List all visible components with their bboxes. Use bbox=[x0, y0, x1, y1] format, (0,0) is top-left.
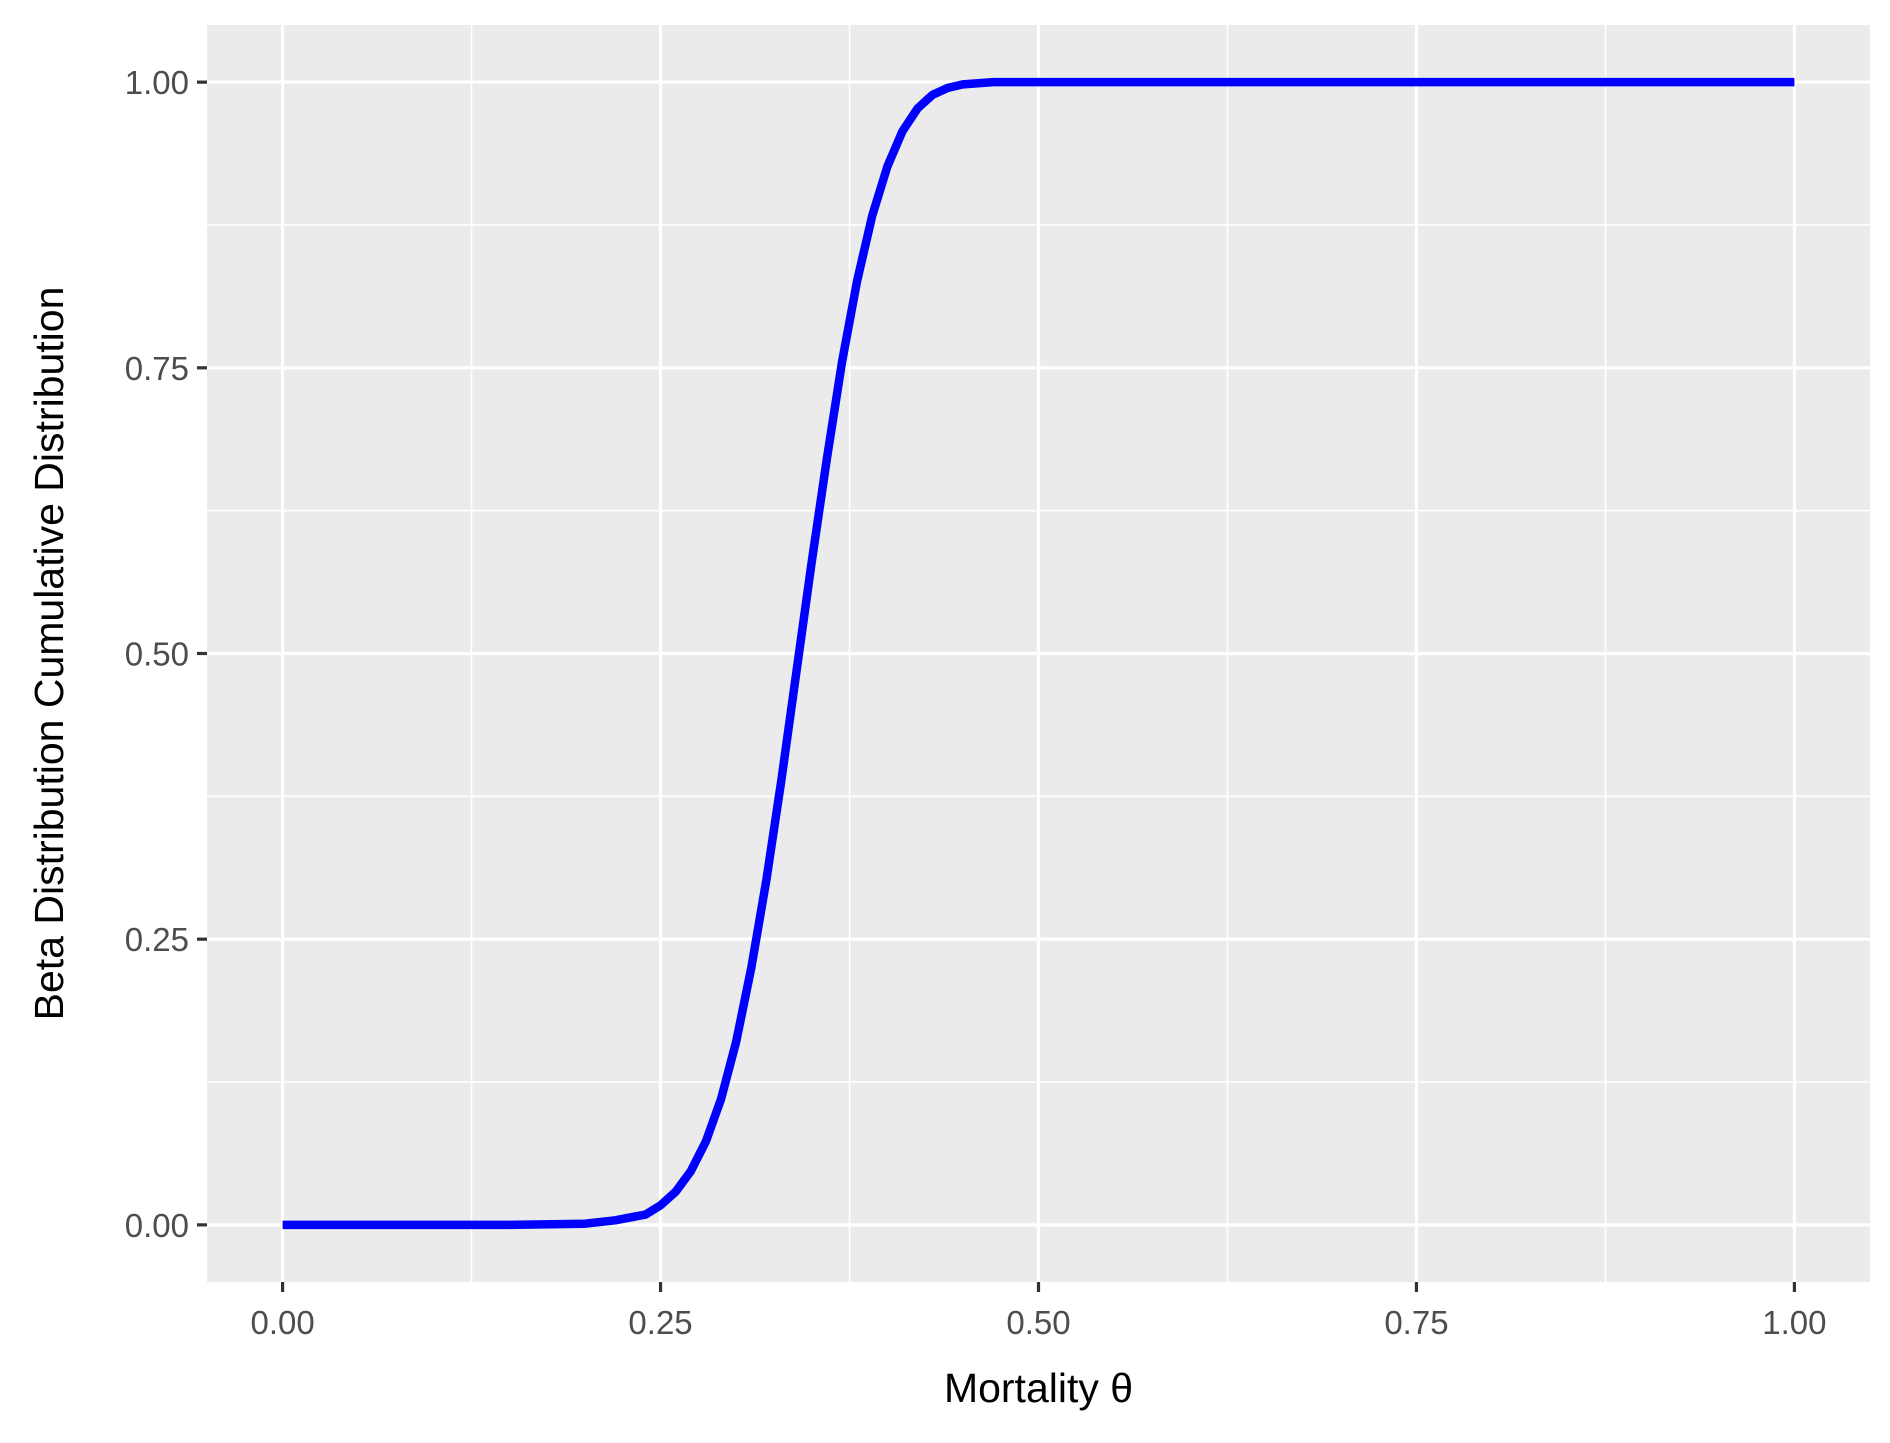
y-tick-label: 0.25 bbox=[125, 921, 189, 958]
x-axis-title: Mortality θ bbox=[944, 1365, 1133, 1411]
y-tick-label: 0.00 bbox=[125, 1207, 189, 1244]
cdf-line bbox=[282, 77, 1795, 1230]
x-tick-label: 0.75 bbox=[1384, 1304, 1448, 1341]
x-tick-label: 1.00 bbox=[1762, 1304, 1826, 1341]
y-axis-title: Beta Distribution Cumulative Distributio… bbox=[26, 287, 72, 1021]
x-tick-label: 0.50 bbox=[1006, 1304, 1070, 1341]
x-tick-label: 0.25 bbox=[628, 1304, 692, 1341]
y-tick-label: 0.75 bbox=[125, 350, 189, 387]
y-tick-label: 1.00 bbox=[125, 64, 189, 101]
x-tick-label: 0.00 bbox=[250, 1304, 314, 1341]
y-tick-label: 0.50 bbox=[125, 636, 189, 673]
